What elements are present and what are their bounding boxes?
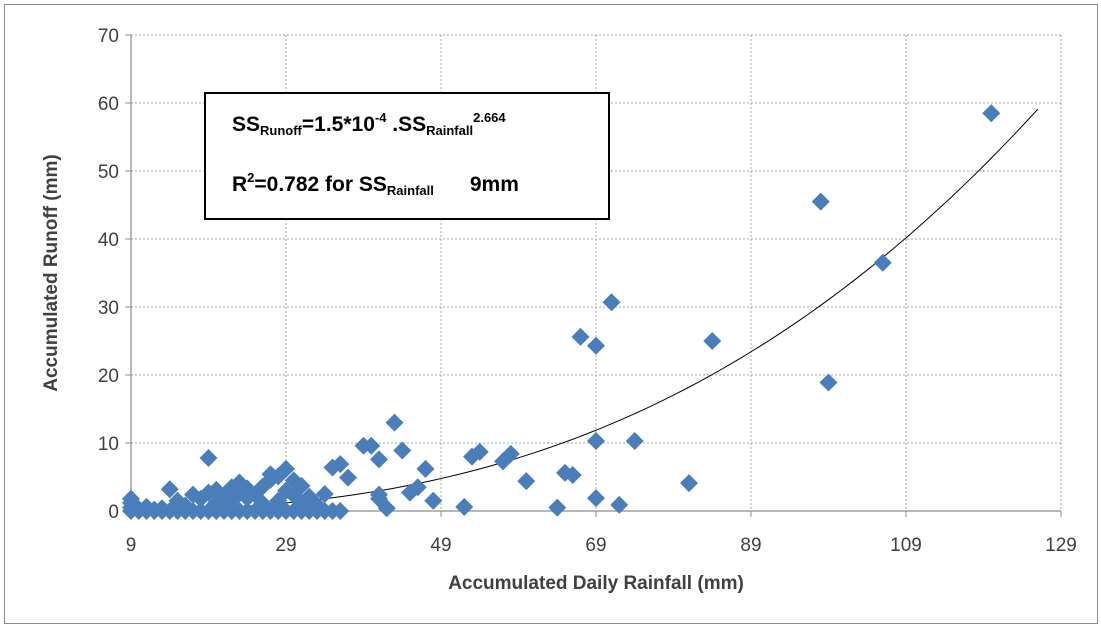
y-tick-label: 70 bbox=[98, 26, 119, 47]
data-point bbox=[315, 485, 334, 503]
r-rain-sub: Rainfall bbox=[386, 183, 434, 198]
x-tick-label: 9 bbox=[126, 535, 137, 556]
data-point bbox=[362, 436, 381, 455]
y-tick-label: 10 bbox=[98, 434, 119, 455]
y-axis-title: Accumulated Runoff (mm) bbox=[41, 154, 62, 392]
data-point bbox=[587, 336, 605, 355]
x-tick-label: 129 bbox=[1045, 535, 1077, 556]
data-points bbox=[122, 104, 1001, 520]
r-label: R bbox=[232, 173, 248, 196]
data-point bbox=[501, 444, 520, 463]
data-point bbox=[548, 498, 567, 517]
data-point bbox=[385, 413, 404, 432]
x-tick-label: 49 bbox=[430, 535, 451, 556]
y-tick-label: 0 bbox=[108, 502, 119, 523]
data-point bbox=[680, 474, 698, 493]
y-tick-label: 20 bbox=[98, 366, 119, 387]
data-point bbox=[517, 472, 536, 491]
x-tick-label: 89 bbox=[740, 535, 761, 556]
y-tick-label: 60 bbox=[98, 94, 119, 115]
data-point bbox=[610, 495, 629, 514]
y-tick-label: 50 bbox=[98, 162, 119, 183]
eq-rain-sub: Rainfall bbox=[426, 123, 474, 138]
data-point bbox=[370, 450, 388, 469]
data-point bbox=[393, 441, 412, 460]
r-squared-line: R2=0.782 for SSRainfall 9mm bbox=[232, 170, 519, 198]
data-point bbox=[153, 499, 171, 518]
data-point bbox=[377, 499, 396, 518]
data-point bbox=[292, 476, 311, 495]
data-point bbox=[331, 455, 350, 474]
data-point bbox=[339, 468, 357, 487]
x-axis-title: Accumulated Daily Rainfall (mm) bbox=[448, 573, 744, 594]
eq-exp-sup: -4 bbox=[374, 110, 387, 125]
x-tick-label: 69 bbox=[585, 535, 606, 556]
data-point bbox=[625, 431, 644, 450]
data-point bbox=[563, 465, 582, 484]
x-tick-label: 29 bbox=[275, 535, 296, 556]
data-point bbox=[819, 373, 838, 392]
data-point bbox=[160, 480, 179, 499]
r-threshold: 9mm bbox=[469, 173, 519, 196]
data-point bbox=[811, 192, 830, 211]
data-point bbox=[416, 459, 435, 478]
data-point bbox=[587, 489, 605, 508]
data-point bbox=[602, 293, 621, 312]
tick-labels: 0 10 20 30 40 50 60 70 9 29 49 69 89 109 129 bbox=[98, 26, 1077, 556]
data-point bbox=[253, 494, 272, 513]
data-point bbox=[408, 478, 427, 497]
r-sup: 2 bbox=[247, 170, 255, 185]
data-point bbox=[571, 327, 590, 346]
r-value: =0.782 for SS bbox=[254, 173, 387, 196]
data-point bbox=[455, 497, 474, 516]
data-point bbox=[470, 442, 489, 461]
y-tick-label: 30 bbox=[98, 298, 119, 319]
data-point bbox=[199, 448, 218, 467]
eq-dot: .SS bbox=[386, 113, 427, 136]
eq-ss: SS bbox=[232, 113, 261, 136]
data-point bbox=[277, 459, 295, 478]
eq-runoff-sub: Runoff bbox=[260, 123, 302, 138]
equation-box: SSRunoff=1.5*10-4 .SSRainfall2.664 R2=0.… bbox=[204, 92, 610, 220]
equation-line: SSRunoff=1.5*10-4 .SSRainfall2.664 bbox=[232, 110, 506, 138]
x-tick-label: 109 bbox=[890, 535, 922, 556]
data-point bbox=[703, 332, 722, 350]
data-point bbox=[331, 502, 350, 520]
data-point bbox=[873, 253, 892, 272]
eq-pow-sup: 2.664 bbox=[473, 110, 506, 125]
eq-mid: =1.5*10 bbox=[301, 113, 375, 136]
y-tick-label: 40 bbox=[98, 230, 119, 251]
data-point bbox=[587, 431, 605, 450]
data-point bbox=[424, 491, 443, 510]
data-point bbox=[982, 104, 1001, 123]
